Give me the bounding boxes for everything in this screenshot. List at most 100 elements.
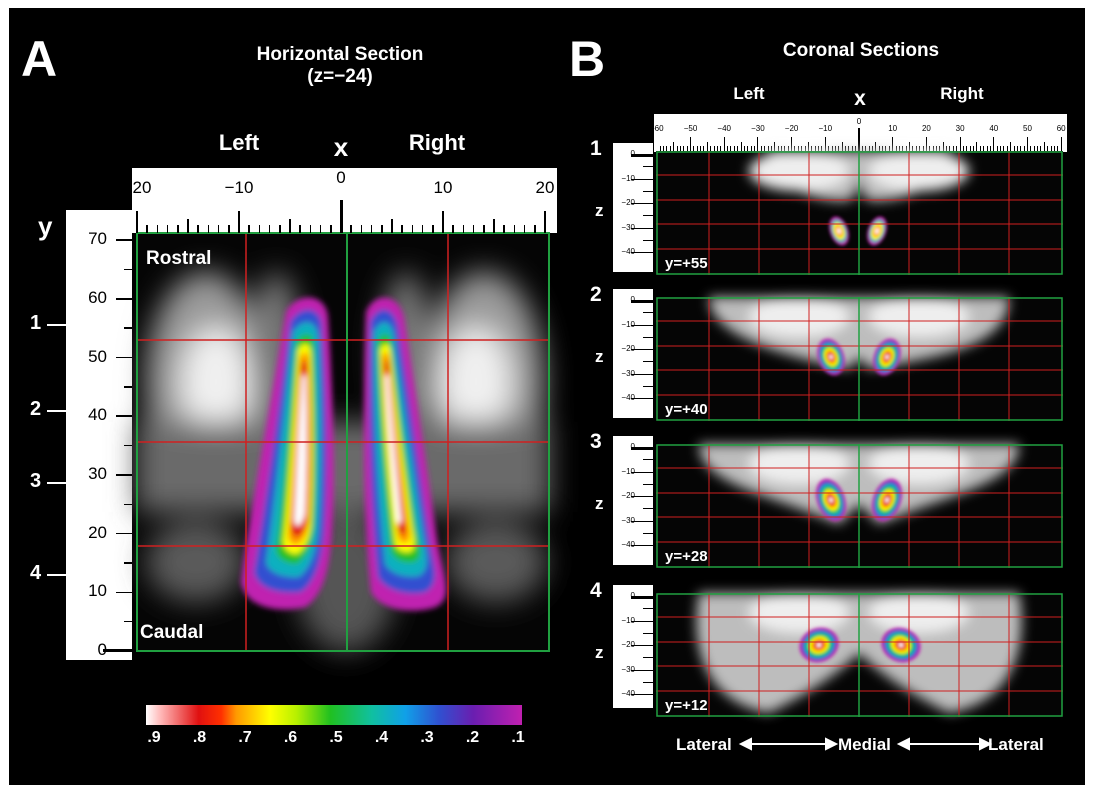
panel-b-z-tick-mark bbox=[643, 385, 653, 387]
panel-b-x-tick-mark bbox=[794, 146, 796, 151]
panel-a-x-tick-mark bbox=[401, 225, 403, 233]
panel-b-x-tick-mark bbox=[780, 146, 782, 151]
panel-b-x-tick-mark bbox=[1006, 146, 1008, 151]
panel-b-z-tick-mark bbox=[643, 632, 653, 634]
panel-b-z-ruler bbox=[613, 289, 653, 418]
panel-b-z-tick-mark bbox=[643, 190, 653, 192]
panel-b-z-tick-label: 0 bbox=[630, 442, 635, 451]
panel-a-x-tick-label: −30 bbox=[20, 178, 50, 197]
panel-b-z-tick-label: −20 bbox=[621, 198, 635, 207]
panel-b-z-tick-mark bbox=[643, 166, 653, 167]
panel-b-z-tick-label: −10 bbox=[621, 615, 635, 625]
panel-b-x-tick-mark bbox=[1003, 146, 1005, 151]
panel-b-z-tick-label: −40 bbox=[621, 393, 635, 402]
panel-b-x-tick-mark bbox=[902, 146, 904, 151]
panel-b-x-tick-mark bbox=[1037, 146, 1039, 151]
panel-b-x-tick-mark bbox=[996, 146, 998, 151]
panel-b-x-tick-label: −50 bbox=[683, 124, 698, 133]
panel-a-x-tick-mark bbox=[217, 225, 220, 233]
panel-b-x-tick-mark bbox=[673, 142, 675, 151]
panel-b-x-tick-mark bbox=[818, 146, 820, 151]
bottom-arrows bbox=[738, 737, 993, 751]
panel-b-x-tick-mark bbox=[973, 146, 975, 151]
panel-b-z-tick-mark bbox=[631, 252, 653, 253]
panel-a-x-tick-mark bbox=[299, 225, 301, 233]
panel-b-x-tick-mark bbox=[743, 146, 745, 151]
panel-a-y-tick-mark bbox=[124, 503, 132, 505]
panel-b-z-tick-mark bbox=[643, 361, 653, 362]
panel-a-y-tick-label: 0 bbox=[97, 640, 107, 659]
panel-b-x-tick-mark bbox=[888, 146, 890, 151]
panel-a-y-tick-mark bbox=[124, 562, 132, 564]
panel-a-letter: A bbox=[21, 31, 58, 87]
panel-b-x-tick-mark bbox=[659, 146, 661, 151]
panel-b-x-tick-mark bbox=[716, 146, 718, 151]
panel-b-x-tick-mark bbox=[1040, 146, 1042, 151]
panel-a-x-tick-mark bbox=[534, 225, 536, 233]
panel-b-z-tick-label: −20 bbox=[621, 344, 635, 353]
panel-b-z-tick-mark bbox=[643, 657, 653, 658]
panel-b-x-tick-mark bbox=[868, 146, 870, 151]
panel-b-z-label: z bbox=[595, 643, 604, 662]
panel-b-x-tick-label: 40 bbox=[989, 124, 999, 133]
panel-b-z-tick-mark bbox=[643, 459, 653, 460]
bottom-lateral-right: Lateral bbox=[988, 735, 1044, 754]
panel-a-title: Horizontal Section (z=−24) bbox=[257, 44, 424, 88]
panel-a-horizontal-image bbox=[136, 232, 550, 652]
panel-b-x-tick-mark bbox=[966, 146, 968, 151]
panel-b-z-tick-mark bbox=[631, 471, 653, 473]
panel-b-x-tick-mark bbox=[848, 146, 850, 151]
panel-a-y-tick-mark bbox=[116, 532, 132, 535]
panel-b-x-tick-label: −10 bbox=[818, 124, 833, 133]
panel-a-x-tick-mark bbox=[330, 225, 332, 233]
panel-a-x-tick-mark bbox=[483, 225, 485, 233]
panel-b-x-tick-mark bbox=[841, 142, 843, 151]
panel-a-row-marker: 4 bbox=[30, 562, 42, 584]
panel-b-x-tick-mark bbox=[946, 146, 948, 151]
panel-b-x-tick-mark bbox=[1057, 146, 1059, 151]
panel-a-y-tick-label: 50 bbox=[88, 346, 107, 366]
panel-b-x-tick-mark bbox=[875, 142, 877, 151]
colorbar-label: .6 bbox=[283, 729, 298, 746]
panel-a-y-tick-mark bbox=[124, 444, 132, 447]
panel-b-z-tick-mark bbox=[631, 645, 653, 646]
panel-b-x-tick-mark bbox=[804, 146, 806, 151]
panel-a-x-tick-mark bbox=[268, 225, 271, 233]
panel-b-x-tick-mark bbox=[770, 146, 772, 151]
panel-b-x-tick-mark bbox=[905, 146, 907, 151]
panel-b-x-tick-mark bbox=[828, 146, 830, 151]
panel-b-x-tick-mark bbox=[1047, 146, 1049, 151]
panel-b-x-tick-mark bbox=[703, 146, 705, 151]
panel-b-x-tick-mark bbox=[983, 146, 985, 151]
panel-a-row-marker-line bbox=[47, 324, 66, 326]
panel-a-x-tick-mark bbox=[136, 211, 138, 233]
panel-a-y-tick-mark bbox=[116, 356, 132, 359]
panel-a-row-marker-line bbox=[47, 482, 66, 484]
panel-a-y-zero-mark bbox=[103, 649, 132, 652]
panel-a-x-tick-mark bbox=[166, 225, 169, 233]
panel-b-x-tick-mark bbox=[683, 146, 685, 151]
panel-b-x-tick-mark bbox=[1060, 137, 1062, 151]
panel-b-z-label: z bbox=[595, 347, 604, 366]
panel-b-z-tick-label: −20 bbox=[621, 640, 635, 649]
panel-a-y-tick-mark bbox=[116, 415, 132, 417]
panel-b-x-tick-mark bbox=[690, 137, 691, 151]
panel-b-x-tick-mark bbox=[949, 146, 951, 151]
panel-b-x-tick-mark bbox=[710, 146, 712, 151]
panel-b-z-tick-label: −40 bbox=[621, 247, 635, 256]
panel-b-z-tick-mark bbox=[631, 398, 653, 399]
panel-b-z-tick-mark bbox=[631, 520, 653, 522]
panel-a-activation-left bbox=[241, 297, 334, 610]
panel-b-letter: B bbox=[569, 31, 606, 87]
panel-b-z-ruler bbox=[613, 436, 653, 565]
panel-b-x-tick-mark bbox=[898, 146, 900, 151]
panel-a-row-marker-line bbox=[47, 574, 66, 576]
panel-b-x-tick-mark bbox=[932, 146, 934, 151]
panel-b-z-tick-label: −10 bbox=[621, 173, 635, 183]
panel-a-x-tick-mark bbox=[187, 219, 189, 233]
panel-a-x-tick-mark bbox=[156, 225, 159, 233]
panel-a-x-tick-mark bbox=[258, 225, 261, 233]
colorbar-label: .8 bbox=[192, 729, 207, 746]
panel-b-x-tick-mark bbox=[895, 146, 897, 151]
panel-a-y-ruler bbox=[66, 210, 132, 660]
